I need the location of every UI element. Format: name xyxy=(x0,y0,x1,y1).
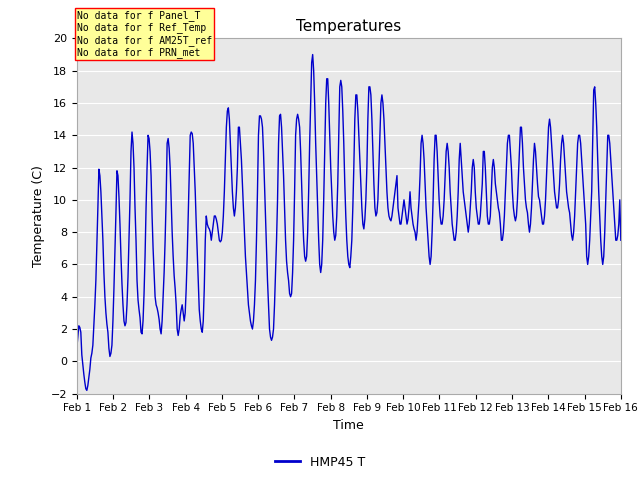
Title: Temperatures: Temperatures xyxy=(296,20,401,35)
Legend: HMP45 T: HMP45 T xyxy=(270,451,370,474)
Text: No data for f Panel_T
No data for f Ref_Temp
No data for f AM25T_ref
No data for: No data for f Panel_T No data for f Ref_… xyxy=(77,10,212,59)
X-axis label: Time: Time xyxy=(333,419,364,432)
Y-axis label: Temperature (C): Temperature (C) xyxy=(32,165,45,267)
